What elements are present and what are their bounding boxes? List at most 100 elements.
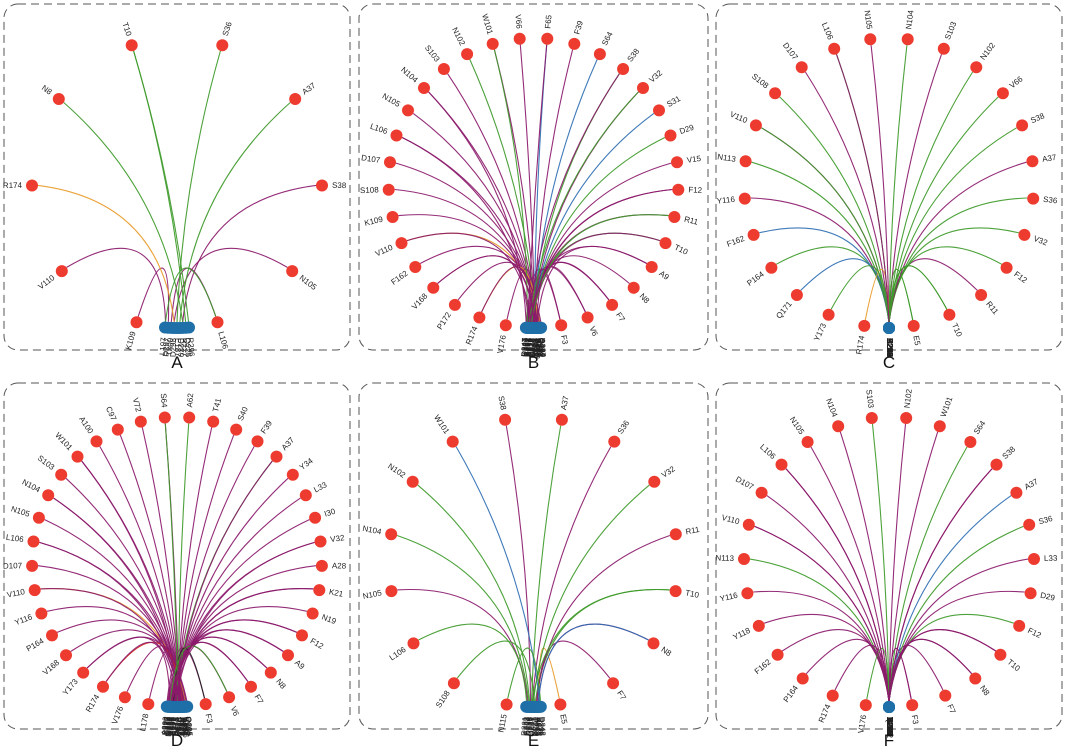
link-n104-r229 — [428, 91, 538, 323]
node-label: L106 — [5, 533, 24, 544]
panel-letter: C — [883, 353, 895, 372]
panel-frame — [3, 382, 351, 730]
node-label: E273 — [524, 337, 534, 356]
node-a37 — [1026, 155, 1039, 168]
node-label: K21 — [328, 587, 344, 599]
node-label: V168 — [410, 291, 430, 311]
node-label: R231 — [520, 716, 530, 736]
node-label: F233 — [535, 717, 545, 736]
node-label: N102 — [386, 462, 407, 480]
node-label: D291 — [524, 716, 534, 736]
link-group — [37, 50, 317, 323]
node-label: R224 — [885, 717, 894, 737]
node-a37 — [1010, 486, 1023, 499]
link-s36-r241 — [888, 197, 1028, 323]
node-v110 — [742, 518, 755, 531]
node-i30 — [309, 511, 322, 524]
node-label: L33 — [1044, 554, 1058, 563]
node-s36 — [1027, 192, 1040, 205]
link-p164-s293 — [775, 246, 890, 323]
node-label: A226 — [885, 717, 894, 736]
link-f12-e275 — [888, 614, 1014, 702]
link-s38-d287 — [888, 127, 1017, 323]
node-label: A283 — [885, 717, 894, 736]
node-label: K273 — [885, 717, 894, 736]
node-label: V232 — [522, 337, 532, 357]
link-r11-e277 — [531, 214, 669, 323]
node-label: L197 — [158, 337, 168, 356]
link-t10-f223 — [888, 629, 997, 702]
node-label: D107 — [361, 153, 382, 165]
node-label: S36 — [616, 418, 632, 435]
node-label: V110 — [37, 273, 57, 291]
panel-c: E5 T10 R11 F12 V32 S36 A37 S38 V66 N102 S103 N104 N1… — [715, 3, 1063, 372]
node-n105 — [864, 33, 877, 46]
node-v6 — [223, 691, 236, 704]
node-label: R11 — [984, 300, 1000, 317]
node-label: D276 — [165, 716, 175, 736]
node-label: Y278 — [526, 337, 535, 356]
link-r174-d298 — [37, 184, 175, 323]
node-label: L204 — [163, 716, 173, 735]
node-label: P227 — [176, 717, 185, 736]
node-label: C288 — [885, 338, 894, 358]
node-label: R251 — [522, 337, 532, 357]
node-label: Y116 — [719, 591, 739, 604]
node-label: Q241 — [527, 716, 536, 736]
link-n102-d291 — [417, 484, 531, 701]
node-label: L285 — [885, 717, 894, 735]
node-label: R245 — [885, 338, 894, 358]
link-f3-r251 — [888, 647, 912, 702]
node-n105 — [385, 585, 398, 598]
node-s64 — [158, 411, 171, 424]
node-label: V281 — [885, 717, 894, 736]
node-label: D274 — [524, 337, 533, 357]
node-label: R241 — [885, 338, 894, 358]
node-label: R11 — [683, 215, 699, 227]
link-v32-t243 — [532, 484, 650, 702]
node-r245 — [883, 322, 895, 334]
link-r174-l204 — [105, 641, 171, 701]
node-label: V110 — [729, 110, 750, 126]
node-label: F7 — [945, 703, 957, 716]
node-label: L106 — [369, 122, 389, 137]
node-label: W296 — [180, 717, 190, 739]
link-n104-c288 — [888, 45, 908, 323]
node-label: R287 — [537, 338, 547, 358]
node-f162 — [409, 261, 422, 273]
node-label: A226 — [175, 717, 184, 736]
node-label: T277 — [162, 716, 172, 735]
node-label: F223 — [522, 716, 532, 735]
node-label: V176 — [856, 714, 868, 734]
node-label: N105 — [788, 415, 807, 436]
link-n8-f233 — [537, 623, 649, 701]
node-label: Y173 — [61, 677, 80, 697]
node-label: P227 — [885, 717, 894, 736]
link-s64-d246 — [532, 59, 598, 323]
node-r174 — [26, 179, 38, 192]
node-f7 — [245, 680, 257, 693]
node-label: A37 — [559, 395, 571, 411]
node-label: Q225 — [182, 337, 192, 358]
node-w101 — [486, 37, 499, 50]
node-v72 — [134, 415, 147, 428]
node-n104 — [418, 82, 430, 94]
node-label: S64 — [159, 393, 169, 408]
node-v32 — [314, 535, 327, 548]
node-label: D241 — [885, 338, 894, 358]
node-label: T243 — [529, 717, 538, 736]
node-label: V66 — [513, 14, 523, 30]
node-n102 — [461, 48, 474, 61]
node-f7 — [939, 689, 952, 702]
node-s108 — [382, 183, 395, 196]
node-w101 — [446, 435, 459, 448]
node-f39 — [568, 37, 581, 50]
panel-frame — [3, 3, 351, 351]
node-y116 — [738, 192, 751, 205]
node-label: V110 — [6, 587, 26, 599]
link-t41-r253 — [177, 427, 213, 702]
node-label: N102 — [903, 388, 914, 409]
node-label: N243 — [530, 338, 539, 358]
node-label: V6 — [229, 705, 241, 718]
